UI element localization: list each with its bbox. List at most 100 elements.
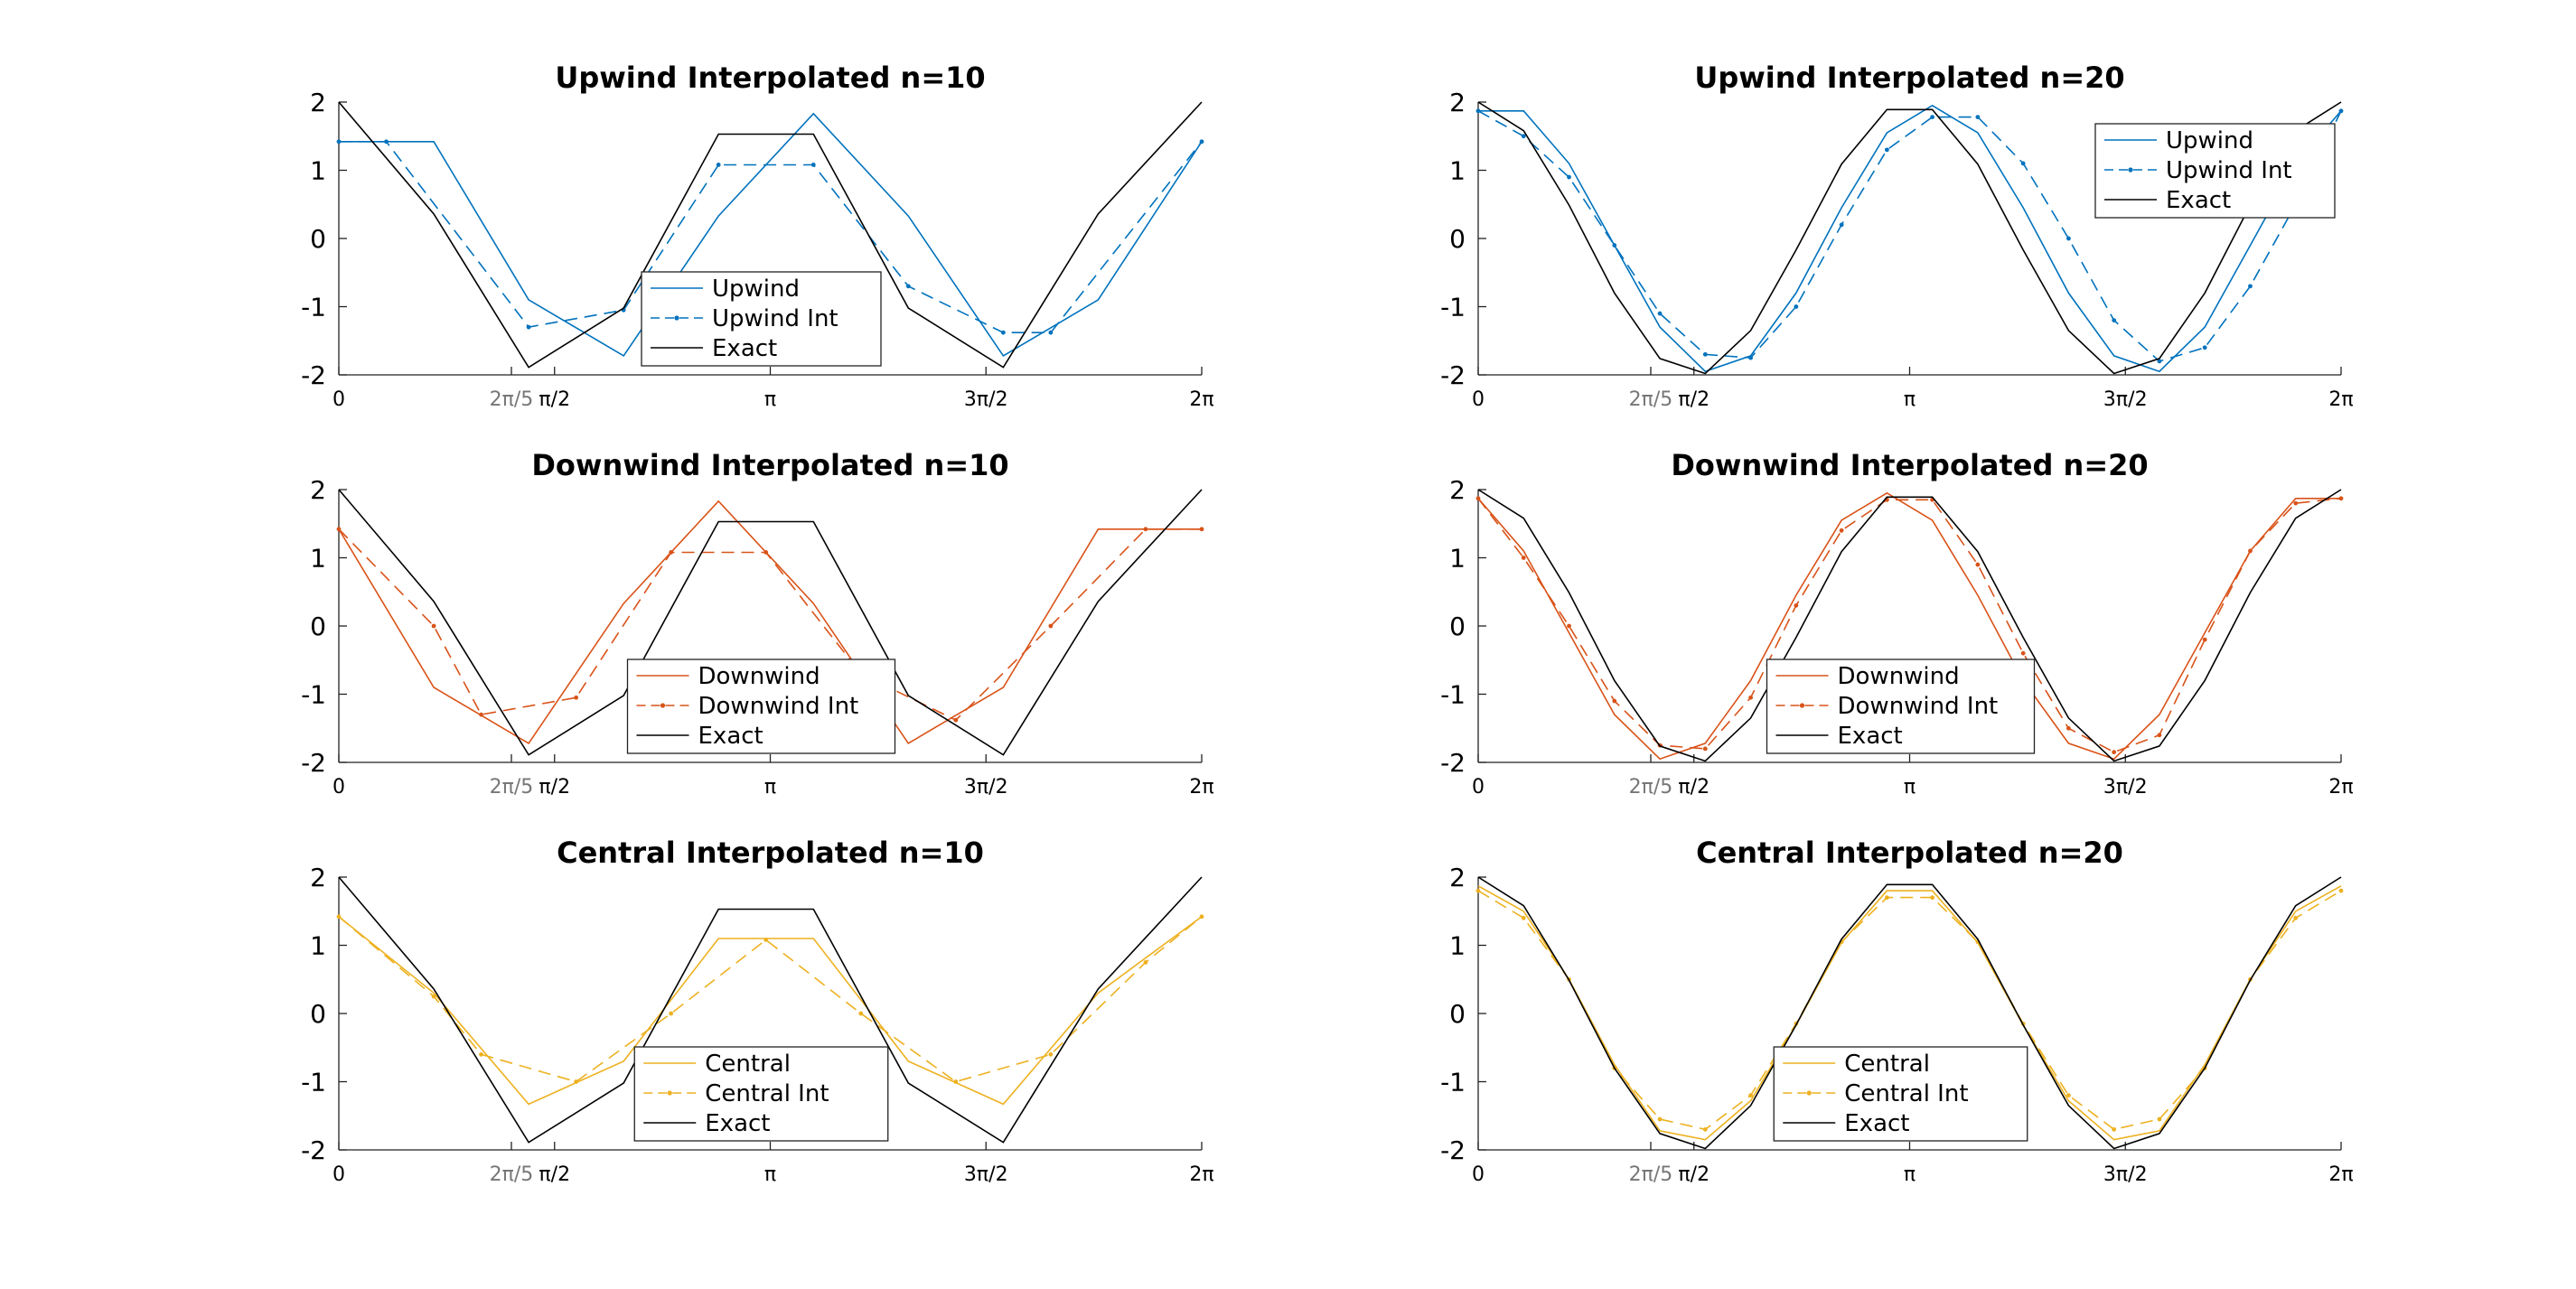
x-tick-label: 0 [333,1163,345,1186]
series-point-downwind-int [479,712,483,717]
series-point-downwind-int [574,695,579,700]
legend-marker [2128,167,2133,173]
series-point-downwind-int [1748,695,1753,700]
x-tick-label: 2π [2328,1163,2353,1186]
series-point-central-int [336,914,342,920]
series-point-downwind-int [1975,562,1981,567]
x-tick-label: 3π/2 [964,776,1008,799]
y-tick-label: -1 [1440,1068,1466,1098]
legend-label: Downwind [1838,663,1960,690]
series-point-downwind-int [1839,528,1844,533]
y-tick-label: 2 [310,88,326,117]
legend-marker [1799,703,1805,708]
y-tick-label: -1 [301,293,326,322]
legend-label: Upwind Int [712,305,838,332]
legend-label: Downwind [698,663,820,690]
x-tick-label: 2π/5 [1629,776,1673,799]
series-line-exact [1477,101,2342,375]
series-point-upwind-int [1048,330,1054,335]
series-point-downwind-int [953,717,959,723]
chart-title: Central Interpolated n=10 [557,836,984,870]
series-line-upwind [1478,104,2342,373]
y-tick-label: 2 [1449,475,1466,505]
chart-title: Downwind Interpolated n=20 [1671,448,2148,482]
x-tick-label: π/2 [539,776,570,799]
chart-3-downwind-interpolated-n-20: Downwind Interpolated n=20 2 1 0 -1 -2 0 2π/5 π/… [1440,448,2354,799]
x-tick-label: π/2 [1678,388,1710,411]
y-tick-label: -1 [301,680,326,710]
series-point-upwind-int [2112,318,2117,322]
y-tick-label: 1 [310,544,326,574]
x-tick-label: π/2 [1678,1163,1710,1186]
y-tick-label: 1 [1449,544,1466,574]
chart-2-downwind-interpolated-n-10: Downwind Interpolated n=10 2 1 0 -1 -2 0 2π/5 π/… [301,448,1214,799]
series-point-central-int [1143,959,1148,965]
series-point-upwind-int [1794,304,1799,309]
y-tick-label: -2 [301,748,326,778]
series-point-central-int [669,1011,674,1016]
series-point-central-int [431,994,436,999]
y-tick-label: 0 [1449,612,1466,641]
y-tick-label: 0 [1449,999,1466,1029]
chart-title: Upwind Interpolated n=10 [555,61,985,95]
y-tick-label: -2 [301,360,326,390]
series-point-upwind-int [2066,236,2071,241]
series-point-upwind-int [2248,284,2253,289]
x-tick-label: π/2 [539,388,570,411]
series-point-central-int [1657,1116,1663,1122]
series-point-downwind-int [1521,556,1526,560]
y-tick-label: 0 [310,999,326,1029]
x-tick-label: 0 [1472,1163,1485,1186]
chart-4-central-interpolated-n-10: Central Interpolated n=10 2 1 0 -1 -2 0 2π/5 π/2… [301,836,1214,1186]
y-tick-label: -2 [1440,1135,1466,1165]
x-tick-label: 2π [1189,776,1213,799]
series-point-downwind-int [2248,548,2253,554]
y-tick-label: 2 [1449,863,1466,892]
x-tick-label: 3π/2 [2103,776,2148,799]
series-point-upwind-int [2157,359,2162,364]
series-point-downwind-int [1143,527,1148,532]
series-point-upwind-int [384,139,389,145]
series-point-upwind-int [1930,115,1935,120]
series-point-downwind-int [2112,750,2117,755]
y-tick-label: -2 [1440,360,1466,390]
series-point-upwind-int [716,163,721,167]
x-tick-label: 0 [333,388,345,411]
legend-marker [674,315,679,321]
legend-label: Downwind Int [1838,693,1999,720]
series-point-central-int [1702,1126,1708,1132]
series-point-downwind-int [1612,698,1617,704]
x-tick-label: 2π/5 [1629,388,1673,411]
y-tick-label: 2 [310,863,326,892]
x-tick-label: π [764,1163,776,1186]
series-point-upwind-int [2338,108,2344,114]
y-tick-label: 1 [1449,156,1466,186]
chart-5-central-interpolated-n-20: Central Interpolated n=20 2 1 0 -1 -2 0 2π/5 π/2… [1440,836,2354,1186]
y-tick-label: -1 [301,1068,326,1098]
series-point-upwind-int [1000,330,1006,335]
series-point-central-int [763,938,769,942]
legend-label: Central [705,1051,791,1078]
series-point-central-int [1199,914,1204,920]
series-point-central-int [2338,888,2344,893]
series-point-central-int [1930,895,1935,901]
series-point-central-int [2293,915,2299,920]
series-point-upwind-int [1657,311,1663,316]
series-point-downwind-int [1702,746,1708,752]
x-tick-label: π/2 [1678,776,1710,799]
chart-0-upwind-interpolated-n-10: Upwind Interpolated n=10 2 1 0 -1 -2 0 2π/5 π/2 π… [301,61,1214,411]
series-point-central-int [2112,1126,2117,1132]
series-point-downwind-int [2066,725,2071,731]
series-point-downwind-int [2202,637,2207,642]
series-point-upwind-int [1975,115,1981,120]
legend-marker [660,703,666,708]
series-line-exact [1477,489,2342,762]
series-line-exact [338,101,1203,369]
legend-label: Upwind [2166,127,2253,154]
series-point-central-int [858,1011,864,1016]
x-tick-label: π [1904,1163,1916,1186]
y-tick-label: -2 [301,1135,326,1165]
x-tick-label: 2π [1189,1163,1213,1186]
series-point-downwind-int [2157,733,2162,738]
